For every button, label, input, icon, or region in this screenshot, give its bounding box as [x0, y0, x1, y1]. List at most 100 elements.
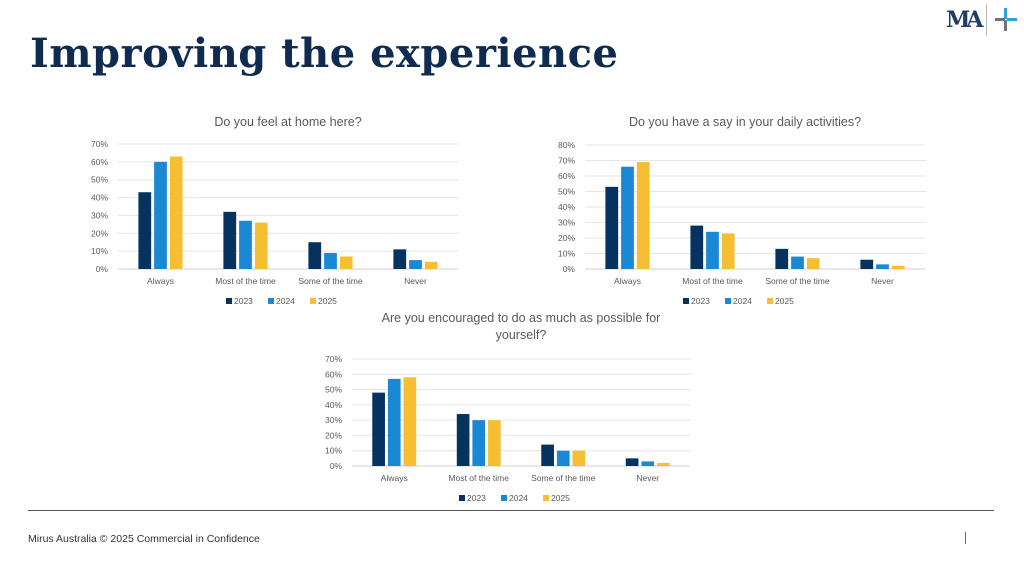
y-tick-label: 70%	[325, 354, 342, 364]
legend-swatch-2025	[543, 495, 549, 501]
legend-label: 2023	[234, 296, 253, 306]
bar-2023	[456, 414, 470, 466]
x-tick-label: Most of the time	[682, 276, 743, 286]
y-tick-label: 20%	[558, 233, 575, 243]
x-tick-label: Some of the time	[765, 276, 830, 286]
bar-2023	[308, 242, 322, 269]
bar-2025	[169, 156, 183, 269]
bar-2025	[254, 222, 268, 269]
chart-title: yourself?	[496, 328, 547, 342]
bar-2024	[472, 420, 486, 466]
legend-swatch-2023	[459, 495, 465, 501]
x-tick-label: Most of the time	[215, 276, 276, 286]
legend-label: 2025	[551, 493, 570, 503]
bar-2025	[572, 450, 586, 466]
bar-2025	[339, 256, 353, 269]
bar-2023	[605, 186, 619, 269]
y-tick-label: 40%	[558, 202, 575, 212]
legend-label: 2024	[276, 296, 295, 306]
bar-2024	[876, 264, 889, 269]
logo-monogram: MA	[946, 7, 983, 33]
y-tick-label: 20%	[325, 430, 342, 440]
y-tick-label: 20%	[91, 228, 108, 238]
legend-swatch-2025	[767, 298, 773, 304]
bar-2024	[791, 256, 804, 269]
legend-label: 2025	[318, 296, 337, 306]
bar-chart-1: Do you feel at home here? 0% 10% 20% 30% 40% 5…	[91, 115, 458, 306]
footer-divider	[28, 510, 994, 511]
plus-cross-icon	[995, 8, 1017, 31]
y-tick-label: 70%	[91, 139, 108, 149]
bar-2025	[403, 377, 417, 466]
legend-swatch-2024	[501, 495, 507, 501]
x-tick-label: Most of the time	[449, 473, 510, 483]
x-tick-label: Never	[404, 276, 427, 286]
legend-swatch-2024	[268, 298, 274, 304]
bar-2025	[636, 162, 650, 269]
y-tick-label: 10%	[91, 246, 108, 256]
chart-title: Do you feel at home here?	[214, 115, 361, 129]
bar-2024	[641, 461, 655, 466]
legend-swatch-2025	[310, 298, 316, 304]
y-tick-label: 40%	[91, 193, 108, 203]
bar-2024	[621, 166, 634, 269]
x-tick-label: Some of the time	[298, 276, 363, 286]
legend-label: 2023	[467, 493, 486, 503]
bar-2023	[860, 259, 874, 269]
bar-2023	[223, 211, 237, 269]
y-tick-label: 10%	[325, 446, 342, 456]
x-tick-label: Never	[871, 276, 894, 286]
legend-swatch-2024	[725, 298, 731, 304]
bar-2023	[393, 249, 407, 269]
bar-chart-2: Do you have a say in your daily activiti…	[558, 115, 925, 306]
page-title: Improving the experience	[30, 30, 619, 77]
legend-swatch-2023	[226, 298, 232, 304]
y-tick-label: 60%	[91, 157, 108, 167]
bar-2024	[387, 378, 401, 466]
y-tick-label: 0%	[563, 264, 576, 274]
bar-2025	[721, 233, 735, 269]
y-tick-label: 30%	[91, 210, 108, 220]
legend-label: 2023	[691, 296, 710, 306]
x-tick-label: Always	[381, 473, 408, 483]
y-tick-label: 40%	[325, 400, 342, 410]
chart-title: Do you have a say in your daily activiti…	[629, 115, 861, 129]
y-tick-label: 60%	[558, 171, 575, 181]
bar-2025	[424, 261, 438, 269]
y-tick-label: 80%	[558, 140, 575, 150]
bar-2023	[541, 444, 554, 466]
y-tick-label: 50%	[325, 385, 342, 395]
footer-mark	[965, 532, 966, 544]
y-tick-label: 70%	[558, 156, 575, 166]
x-tick-label: Always	[147, 276, 174, 286]
y-tick-label: 50%	[558, 187, 575, 197]
mirus-logo: MA	[944, 4, 1020, 36]
logo-divider	[986, 4, 987, 36]
bar-2025	[488, 420, 501, 466]
bar-2024	[154, 161, 167, 269]
y-tick-label: 10%	[558, 249, 575, 259]
legend-label: 2024	[509, 493, 528, 503]
bar-2023	[138, 192, 152, 269]
x-tick-label: Some of the time	[531, 473, 596, 483]
y-tick-label: 30%	[558, 218, 575, 228]
bar-2023	[625, 458, 639, 466]
bar-2025	[891, 265, 905, 269]
bar-2024	[556, 450, 570, 466]
bar-2025	[806, 258, 820, 269]
bar-2024	[706, 231, 719, 269]
y-tick-label: 0%	[330, 461, 343, 471]
footer-text: Mirus Australia © 2025 Commercial in Con…	[28, 533, 260, 545]
bar-2024	[324, 252, 337, 269]
y-tick-label: 0%	[96, 264, 109, 274]
legend-label: 2025	[775, 296, 794, 306]
legend-swatch-2023	[683, 298, 689, 304]
bar-chart-3: Are you encouraged to do as much as poss…	[325, 311, 690, 503]
x-tick-label: Always	[614, 276, 641, 286]
bar-2023	[690, 225, 704, 269]
legend-label: 2024	[733, 296, 752, 306]
chart-title: Are you encouraged to do as much as poss…	[382, 311, 661, 325]
bar-2024	[409, 260, 422, 269]
